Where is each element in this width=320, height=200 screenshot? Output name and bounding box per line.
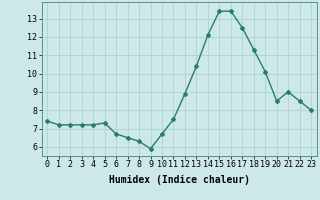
X-axis label: Humidex (Indice chaleur): Humidex (Indice chaleur) bbox=[109, 175, 250, 185]
